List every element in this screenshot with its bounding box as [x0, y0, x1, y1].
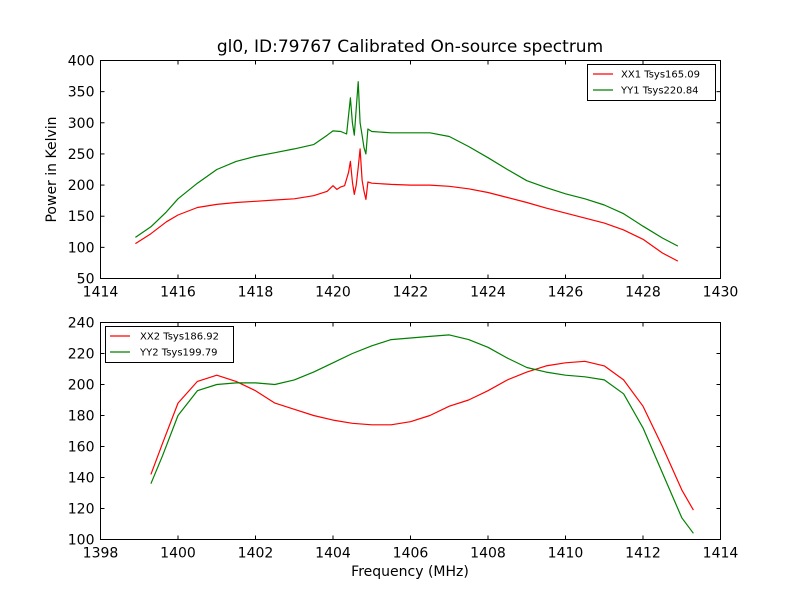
- bottom-legend-box: [105, 326, 234, 363]
- bottom-y-tick-label: 200: [68, 378, 95, 394]
- top-legend-label-yy1: YY1 Tsys220.84: [620, 86, 699, 97]
- bottom-y-tick-label: 140: [68, 471, 95, 487]
- bottom-legend-label-yy2: YY2 Tsys199.79: [139, 348, 218, 359]
- bottom-y-tick-label: 160: [68, 440, 95, 456]
- top-y-tick-label: 200: [68, 178, 95, 194]
- bottom-series-line-2: [150, 334, 694, 534]
- top-x-tick-label: 1420: [315, 285, 351, 301]
- top-y-tick-label: 300: [68, 116, 95, 132]
- top-series-line-1: [135, 148, 679, 262]
- top-series-line-2: [135, 81, 679, 247]
- top-legend-label-xx1: XX1 Tsys165.09: [621, 70, 700, 81]
- bottom-x-tick-label: 1400: [160, 546, 196, 562]
- top-x-tick-label: 1424: [470, 285, 506, 301]
- top-x-tick-label: 1414: [83, 285, 119, 301]
- bottom-x-tick-label: 1408: [470, 546, 506, 562]
- top-y-tick-label: 350: [68, 85, 95, 101]
- top-y-tick-label: 250: [68, 147, 95, 163]
- bottom-y-tick-label: 240: [68, 316, 95, 332]
- top-y-axis-label: Power in Kelvin: [44, 116, 60, 222]
- bottom-x-tick-label: 1410: [548, 546, 584, 562]
- bottom-y-tick-label: 100: [68, 533, 95, 549]
- top-panel: Power in Kelvin XX1 Tsys165.09 YY1 Tsys2…: [44, 54, 738, 301]
- bottom-panel: Frequency (MHz) XX2 Tsys186.92 YY2 Tsys1…: [68, 316, 739, 581]
- bottom-legend: XX2 Tsys186.92 YY2 Tsys199.79: [105, 326, 234, 363]
- bottom-y-tick-label: 220: [68, 347, 95, 363]
- top-x-tick-label: 1422: [393, 285, 429, 301]
- bottom-x-tick-label: 1414: [703, 546, 739, 562]
- bottom-x-tick-label: 1404: [315, 546, 351, 562]
- top-legend: XX1 Tsys165.09 YY1 Tsys220.84: [587, 64, 716, 101]
- top-x-tick-label: 1428: [625, 285, 661, 301]
- bottom-x-tick-label: 1412: [625, 546, 661, 562]
- top-y-tick-label: 400: [68, 54, 95, 70]
- bottom-x-tick-label: 1402: [238, 546, 274, 562]
- bottom-x-tick-label: 1398: [83, 546, 119, 562]
- top-x-tick-label: 1416: [160, 285, 196, 301]
- bottom-legend-label-xx2: XX2 Tsys186.92: [140, 332, 219, 343]
- bottom-x-tick-label: 1406: [393, 546, 429, 562]
- top-x-tick-label: 1418: [238, 285, 274, 301]
- top-y-tick-label: 50: [77, 272, 95, 288]
- top-x-tick-label: 1430: [703, 285, 739, 301]
- chart-title: gl0, ID:79767 Calibrated On-source spect…: [217, 37, 603, 57]
- top-y-tick-label: 100: [68, 240, 95, 256]
- top-legend-box: [587, 64, 716, 101]
- top-y-tick-label: 150: [68, 209, 95, 225]
- bottom-y-tick-label: 180: [68, 409, 95, 425]
- bottom-y-tick-label: 120: [68, 502, 95, 518]
- top-x-tick-label: 1426: [548, 285, 584, 301]
- bottom-series-line-1: [150, 360, 694, 511]
- bottom-x-axis-label: Frequency (MHz): [351, 564, 469, 580]
